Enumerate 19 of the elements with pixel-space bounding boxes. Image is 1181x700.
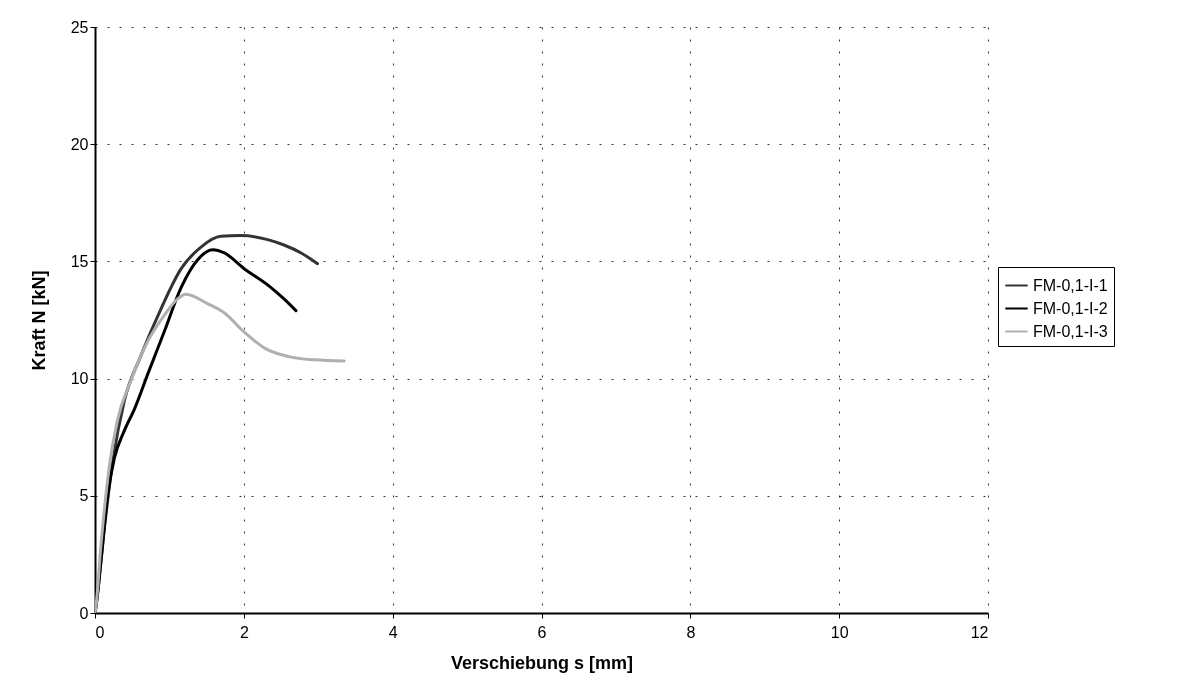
y-tick-label: 5 — [79, 487, 89, 505]
y-tick-label: 0 — [79, 604, 89, 622]
x-tick-label: 0 — [95, 623, 105, 641]
y-tick-label: 15 — [70, 252, 89, 270]
line-series — [95, 292, 346, 613]
x-axis-title: Verschiebung s [mm] — [450, 652, 634, 673]
y-tick-label: 25 — [70, 18, 89, 36]
y-tick-label: 10 — [70, 370, 89, 388]
x-tick-label: 8 — [686, 623, 696, 641]
x-tick-label: 10 — [830, 623, 849, 641]
legend-label: FM-0,1-I-2 — [1033, 299, 1108, 317]
x-tick-label: 12 — [970, 623, 989, 641]
y-tick-label: 20 — [70, 135, 89, 153]
x-tick-label: 6 — [537, 623, 547, 641]
x-tick-label: 2 — [239, 623, 249, 641]
legend-label: FM-0,1-I-1 — [1033, 276, 1108, 294]
y-axis-title: Kraft N [kN] — [28, 270, 49, 371]
legend-label: FM-0,1-I-3 — [1033, 322, 1108, 340]
x-tick-label: 4 — [388, 623, 398, 641]
